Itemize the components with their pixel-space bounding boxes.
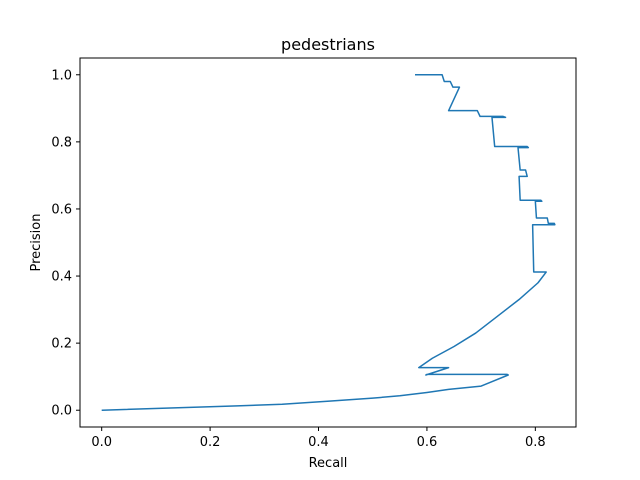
y-tick-label: 0.2 <box>51 337 72 352</box>
x-axis-label: Recall <box>309 456 348 471</box>
y-tick-label: 0.6 <box>51 202 72 217</box>
ticks: 0.0 0.2 0.4 0.6 0.8 0.0 0.2 0.4 0.6 0.8 1.0 <box>51 68 545 450</box>
y-tick-label: 0.0 <box>51 404 72 419</box>
plot-area <box>101 74 556 411</box>
x-tick-label: 0.4 <box>308 435 329 450</box>
x-tick-label: 0.8 <box>525 435 546 450</box>
y-tick-label: 0.4 <box>51 270 72 285</box>
series-line <box>101 74 556 411</box>
y-tick-label: 1.0 <box>51 68 72 83</box>
y-axis-label: Precision <box>29 213 44 271</box>
x-tick-label: 0.2 <box>200 435 221 450</box>
axes-frame <box>79 57 577 428</box>
y-tick-label: 0.8 <box>51 135 72 150</box>
x-tick-label: 0.0 <box>91 435 112 450</box>
x-tick-label: 0.6 <box>417 435 438 450</box>
chart-title: pedestrians <box>281 35 375 54</box>
